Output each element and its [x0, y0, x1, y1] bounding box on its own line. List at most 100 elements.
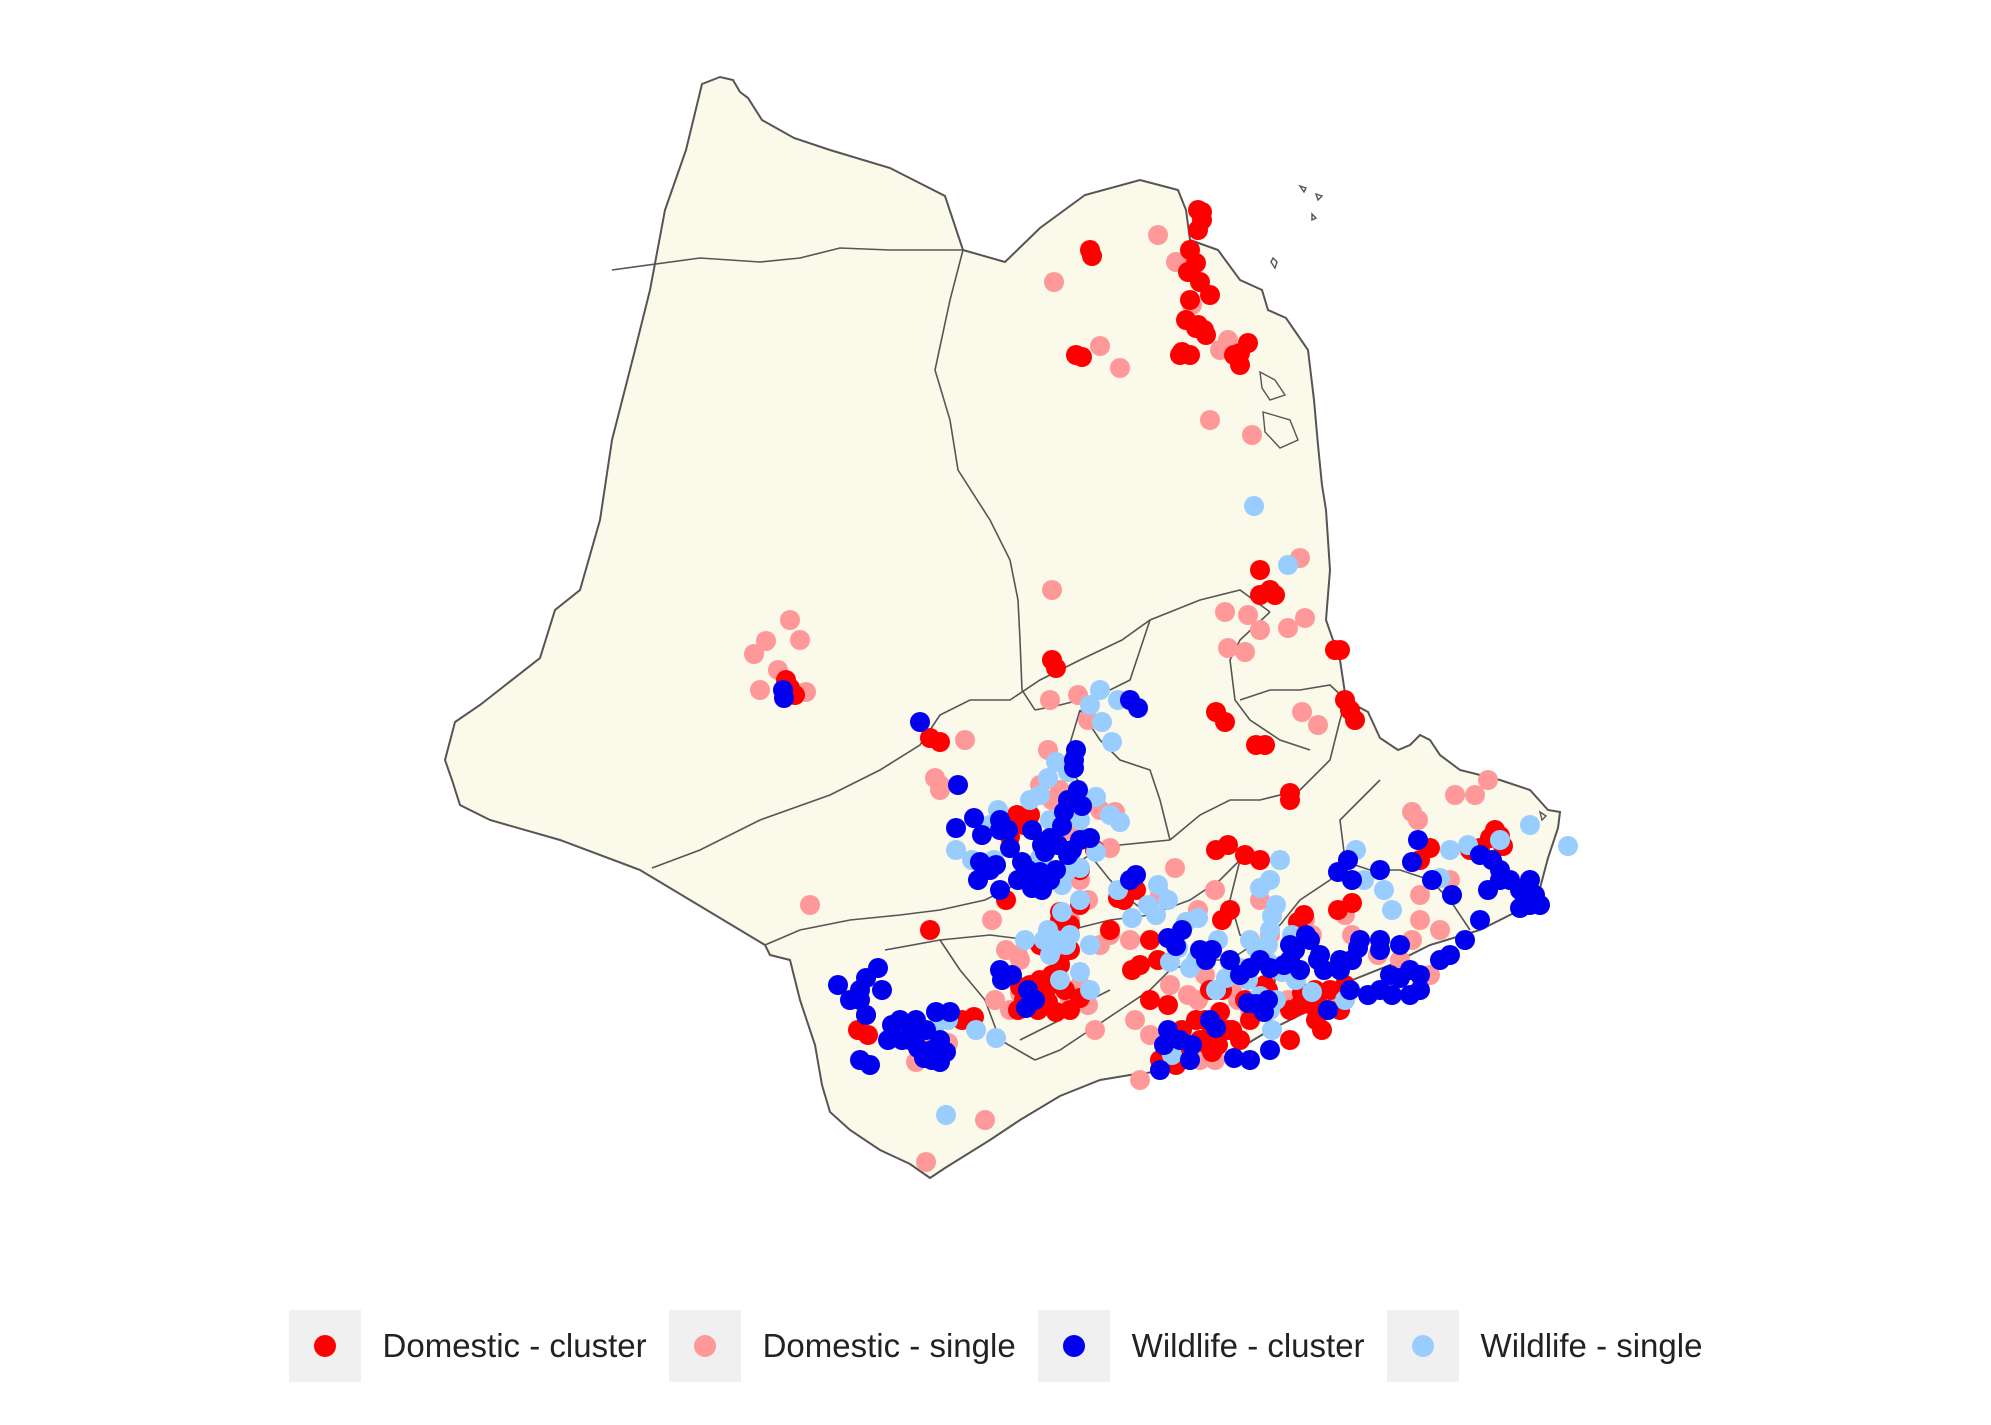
domestic-cluster-point: [1180, 290, 1200, 310]
wildlife-cluster-point: [1180, 1050, 1200, 1070]
wildlife-cluster-point: [964, 808, 984, 828]
island-2: [1259, 370, 1287, 401]
wildlife-single-point: [1080, 935, 1100, 955]
wildlife-cluster-point: [1260, 1040, 1280, 1060]
domestic-cluster-point: [1265, 585, 1285, 605]
domestic-cluster-point: [1082, 246, 1102, 266]
wildlife-single-point: [1558, 836, 1578, 856]
wildlife-single-point: [1040, 945, 1060, 965]
domestic-single-point: [1410, 885, 1430, 905]
domestic-single-point: [1042, 580, 1062, 600]
wildlife-cluster-point: [1220, 950, 1240, 970]
wildlife-cluster-point: [1022, 878, 1042, 898]
domestic-cluster-point: [1186, 1010, 1206, 1030]
wildlife-single-point: [1520, 815, 1540, 835]
wildlife-cluster-point: [1455, 930, 1475, 950]
domestic-single-point: [1120, 930, 1140, 950]
domestic-single-point: [1085, 1020, 1105, 1040]
wildlife-cluster-point: [1040, 870, 1060, 890]
domestic-single-point: [800, 895, 820, 915]
domestic-cluster-point: [1202, 1042, 1222, 1062]
wildlife-single-point: [1374, 880, 1394, 900]
domestic-single-point: [1292, 702, 1312, 722]
wildlife-cluster-point: [1408, 830, 1428, 850]
island-7: [1538, 810, 1548, 822]
points-layer: [744, 200, 1578, 1172]
domestic-cluster-point: [1046, 658, 1066, 678]
wildlife-cluster-point: [1166, 936, 1186, 956]
domestic-single-point: [1410, 910, 1430, 930]
wildlife-cluster-point: [990, 880, 1010, 900]
wildlife-cluster-point: [930, 1030, 950, 1050]
wildlife-cluster-point: [1254, 1002, 1274, 1022]
wildlife-single-point: [1244, 496, 1264, 516]
domestic-single-point: [1408, 810, 1428, 830]
domestic-cluster-point: [1250, 585, 1270, 605]
domestic-cluster-point: [858, 1025, 878, 1045]
domestic-cluster-point: [920, 728, 940, 748]
island-4: [1298, 184, 1307, 194]
wildlife-cluster-point: [1064, 758, 1084, 778]
domestic-single-point: [1200, 410, 1220, 430]
domestic-single-point: [1478, 770, 1498, 790]
wildlife-cluster-point: [1442, 885, 1462, 905]
domestic-single-point: [1040, 690, 1060, 710]
wildlife-cluster-point: [1410, 980, 1430, 1000]
domestic-cluster-point: [1215, 712, 1235, 732]
domestic-single-point: [1130, 1070, 1150, 1090]
district-border-7: [1229, 611, 1311, 751]
district-border-2: [934, 249, 1036, 711]
district-border-5: [1079, 709, 1171, 841]
legend-key-wildlife-cluster: [1037, 1310, 1110, 1382]
wildlife-cluster-point: [1035, 842, 1055, 862]
wildlife-cluster-point: [1402, 852, 1422, 872]
wildlife-cluster-point: [878, 1030, 898, 1050]
legend-item-domestic-cluster: Domestic - cluster: [288, 1310, 647, 1382]
domestic-single-point: [1090, 336, 1110, 356]
wildlife-cluster-point: [860, 1055, 880, 1075]
wildlife-single-point: [1046, 752, 1066, 772]
domestic-cluster-point: [1345, 710, 1365, 730]
domestic-single-point: [750, 680, 770, 700]
domestic-cluster-point: [1200, 285, 1220, 305]
domestic-single-point: [780, 610, 800, 630]
wildlife-single-point: [1038, 768, 1058, 788]
wildlife-single-point: [1050, 970, 1070, 990]
domestic-single-point: [975, 1110, 995, 1130]
wildlife-cluster-point: [1072, 796, 1092, 816]
legend-label-wildlife-single: Wildlife - single: [1480, 1327, 1703, 1364]
wildlife-cluster-point: [828, 975, 848, 995]
wildlife-single-swatch: [1411, 1335, 1434, 1357]
domestic-cluster-point: [1280, 1030, 1300, 1050]
domestic-cluster-swatch: [313, 1335, 336, 1357]
domestic-cluster-point: [1218, 835, 1238, 855]
domestic-cluster-point: [1100, 920, 1120, 940]
district-border-6: [1169, 699, 1347, 841]
wildlife-single-point: [1180, 958, 1200, 978]
domestic-single-point: [982, 910, 1002, 930]
wildlife-cluster-point: [1158, 1020, 1178, 1040]
wildlife-single-point: [966, 1020, 986, 1040]
wildlife-cluster-point: [1206, 1018, 1226, 1038]
domestic-cluster-point: [1290, 995, 1310, 1015]
domestic-cluster-point: [1255, 735, 1275, 755]
wildlife-cluster-point: [850, 980, 870, 1000]
domestic-single-point: [1250, 620, 1270, 640]
domestic-cluster-point: [1158, 995, 1178, 1015]
domestic-cluster-point: [1192, 210, 1212, 230]
wildlife-single-point: [1278, 555, 1298, 575]
island-6: [1311, 212, 1318, 222]
wildlife-cluster-point: [1510, 898, 1530, 918]
wildlife-cluster-point: [1350, 930, 1370, 950]
domestic-cluster-point: [1140, 990, 1160, 1010]
domestic-cluster-point: [1328, 900, 1348, 920]
wildlife-cluster-point: [1390, 935, 1410, 955]
legend-label-domestic-cluster: Domestic - cluster: [382, 1327, 647, 1364]
wildlife-cluster-point: [1370, 860, 1390, 880]
domestic-single-point: [756, 631, 776, 651]
wildlife-single-point: [1034, 930, 1054, 950]
district-border-15: [1239, 684, 1347, 701]
wildlife-single-point: [1080, 980, 1100, 1000]
domestic-single-point: [1008, 945, 1028, 965]
